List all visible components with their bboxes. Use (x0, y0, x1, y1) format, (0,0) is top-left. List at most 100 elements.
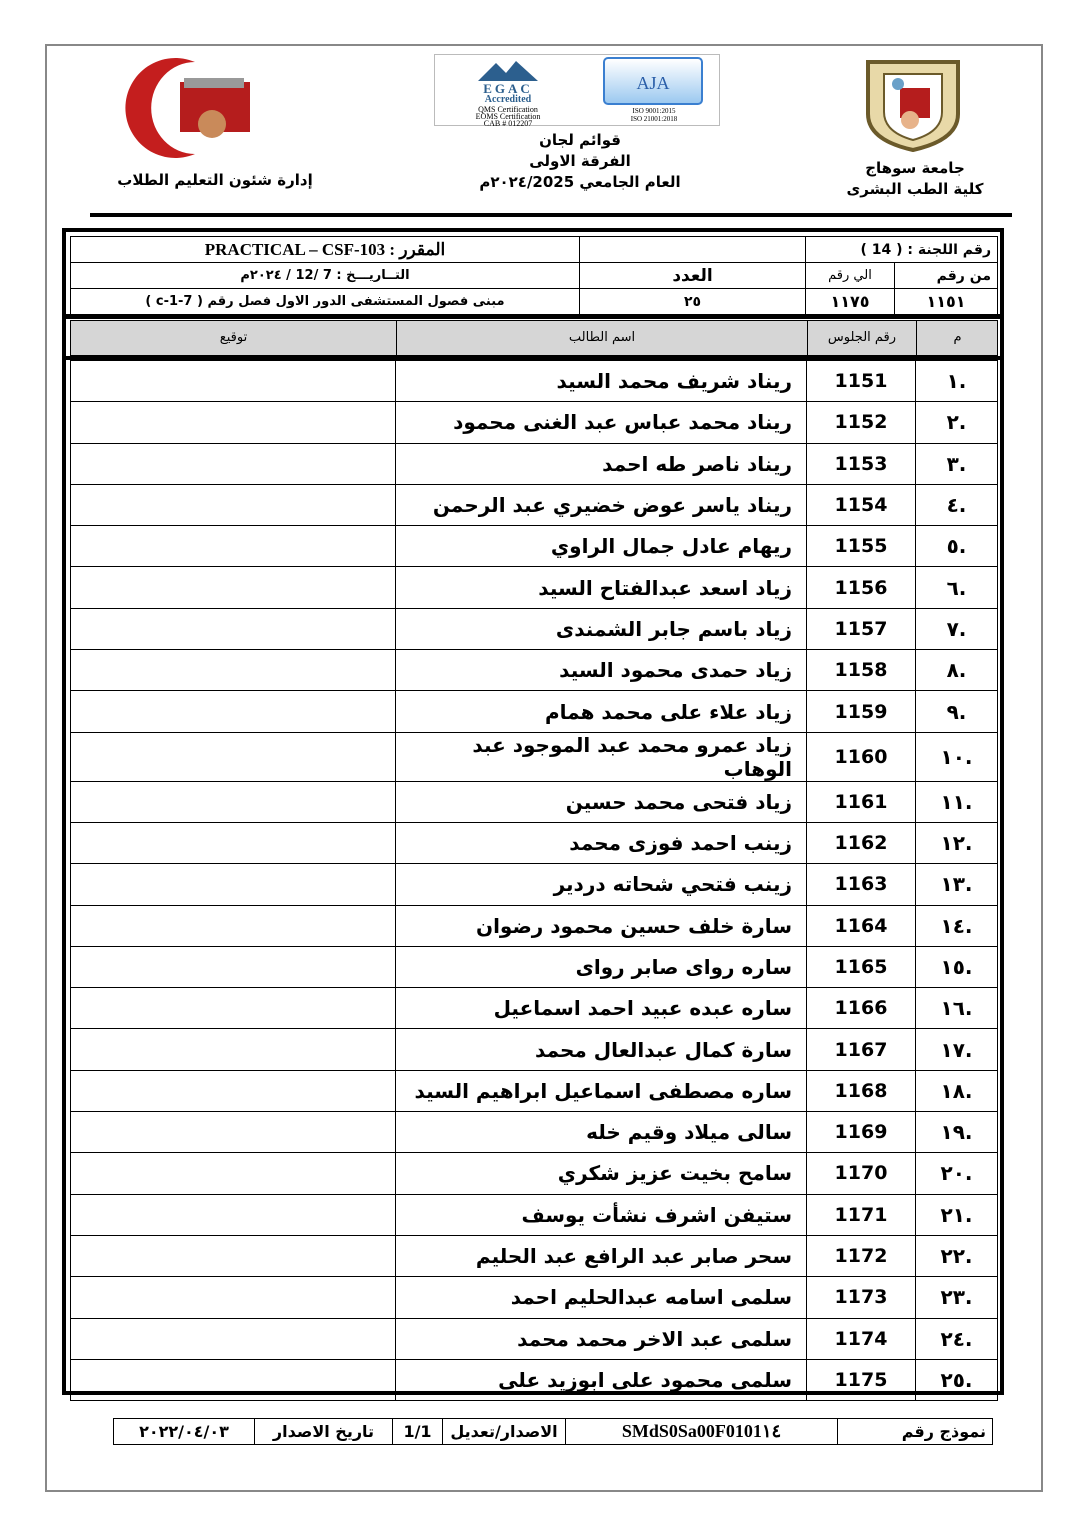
title-line-1: قوائم لجان (539, 131, 621, 149)
seat-number: 1159 (806, 690, 916, 733)
divider (66, 314, 1000, 319)
table-row: .١١ 1161 زياد فتحى محمد حسين (70, 780, 998, 823)
student-count: ٢٥ (579, 288, 806, 315)
signature-cell[interactable] (70, 863, 396, 906)
signature-cell[interactable] (70, 731, 396, 782)
student-name: ستيفن اشرف نشأت يوسف (395, 1193, 807, 1236)
seat-number: 1175 (806, 1358, 916, 1402)
signature-cell[interactable] (70, 1152, 396, 1195)
student-name: زياد باسم جابر الشمندى (395, 607, 807, 651)
column-signature: توقيع (219, 330, 248, 345)
student-name: زياد اسعد عبدالفتاح السيد (395, 566, 807, 609)
table-row: .١٨ 1168 ساره مصطفى اسماعيل ابراهيم السيد (70, 1069, 998, 1113)
seat-number: 1163 (806, 863, 916, 906)
count-label: العدد (579, 262, 806, 289)
student-name: زياد علاء على محمد همام (395, 690, 807, 733)
signature-cell[interactable] (70, 987, 396, 1030)
table-row: .١٣ 1163 زينب فتحي شحاته دردير (70, 863, 998, 906)
table-row: .٢٥ 1175 سلمى محمود على ابوزيد على (70, 1358, 998, 1402)
student-name: زينب فتحي شحاته دردير (395, 863, 807, 906)
university-name: جامعة سوهاج (865, 159, 965, 177)
row-index: .٢٥ (915, 1358, 998, 1402)
seat-number: 1172 (806, 1234, 916, 1278)
signature-cell[interactable] (70, 442, 396, 485)
student-name: سامح بخيت عزيز شكري (395, 1152, 807, 1195)
table-row: .١٦ 1166 ساره عبده عبيد احمد اسماعيل (70, 987, 998, 1030)
table-row: .٢١ 1171 ستيفن اشرف نشأت يوسف (70, 1193, 998, 1236)
from-number: ١١٥١ (894, 288, 998, 315)
seat-number: 1165 (806, 945, 916, 989)
version: 1/1 (392, 1418, 443, 1445)
seat-number: 1155 (806, 525, 916, 568)
row-index: .٢٣ (915, 1276, 998, 1319)
seat-number: 1169 (806, 1111, 916, 1154)
signature-cell[interactable] (70, 649, 396, 692)
row-index: .٣ (915, 442, 998, 485)
student-name: ريناد شريف محمد السيد (395, 359, 807, 403)
row-index: .٧ (915, 607, 998, 651)
signature-cell[interactable] (70, 1276, 396, 1319)
seat-number: 1174 (806, 1317, 916, 1360)
signature-cell[interactable] (70, 1358, 396, 1402)
seat-number: 1170 (806, 1152, 916, 1195)
signature-cell[interactable] (70, 401, 396, 444)
row-index: .١٢ (915, 821, 998, 865)
signature-cell[interactable] (70, 821, 396, 865)
signature-cell[interactable] (70, 525, 396, 568)
title-line-2: الفرقة الاولى (529, 152, 631, 170)
version-label: الاصدار/تعديل (442, 1418, 566, 1445)
table-row: .٢ 1152 ريناد محمد عباس عبد الغنى محمود (70, 401, 998, 444)
table-row: .٢٣ 1173 سلمى اسامه عبدالحليم احمد (70, 1276, 998, 1319)
header-divider (90, 213, 1012, 217)
table-row: .٨ 1158 زياد حمدى محمود السيد (70, 649, 998, 692)
student-name: ساره مصطفى اسماعيل ابراهيم السيد (395, 1069, 807, 1113)
student-name: ريناد ناصر طه احمد (395, 442, 807, 485)
form-number-label: نموذج رقم (837, 1418, 993, 1445)
to-label: الي رقم (805, 262, 895, 289)
table-row: .١٥ 1165 ساره رواى صابر رواى (70, 945, 998, 989)
egac-logo: EGAC Accredited QMS Certification EOMS C… (443, 59, 573, 128)
table-row: .١ 1151 ريناد شريف محمد السيد (70, 359, 998, 403)
row-index: .١٨ (915, 1069, 998, 1113)
signature-cell[interactable] (70, 780, 396, 823)
signature-cell[interactable] (70, 1193, 396, 1236)
column-index: م (916, 321, 998, 355)
signature-cell[interactable] (70, 945, 396, 989)
seat-number: 1153 (806, 442, 916, 485)
signature-cell[interactable] (70, 483, 396, 527)
table-row: .٣ 1153 ريناد ناصر طه احمد (70, 442, 998, 485)
table-row: .٢٠ 1170 سامح بخيت عزيز شكري (70, 1152, 998, 1195)
seat-number: 1167 (806, 1028, 916, 1071)
committee-number: رقم اللجنة : ( 14 ) (805, 236, 998, 263)
student-name: سالى ميلاد وقيم خله (395, 1111, 807, 1154)
table-row: .١٠ 1160 زياد عمرو محمد عبد الموجود عبد ال… (70, 731, 998, 782)
signature-cell[interactable] (70, 566, 396, 609)
student-name: سلمى عبد الاخر محمد محمد (395, 1317, 807, 1360)
issue-date-label: تاريخ الاصدار (254, 1418, 393, 1445)
form-footer: نموذج رقم SMdS0Sa00F0101١٤ الاصدار/تعديل… (113, 1418, 993, 1445)
student-name: ساره عبده عبيد احمد اسماعيل (395, 987, 807, 1030)
row-index: .١ (915, 359, 998, 403)
student-name: سحر صابر عبد الرافع عبد الحليم (395, 1234, 807, 1278)
row-index: .١٤ (915, 904, 998, 947)
row-index: .٢٠ (915, 1152, 998, 1195)
exam-location: مبنى فصول المستشفى الدور الاول فصل رقم (… (70, 288, 580, 315)
row-index: .٨ (915, 649, 998, 692)
table-row: .٤ 1154 ريناد ياسر عوض خضيري عبد الرحمن (70, 483, 998, 527)
student-name: زينب احمد فوزى محمد (395, 821, 807, 865)
certification-logos: EGAC Accredited QMS Certification EOMS C… (434, 54, 720, 128)
signature-cell[interactable] (70, 1317, 396, 1360)
signature-cell[interactable] (70, 607, 396, 651)
row-index: .١٠ (915, 731, 998, 782)
signature-cell[interactable] (70, 1111, 396, 1154)
department-name: إدارة شئون التعليم الطلاب (117, 171, 313, 189)
student-list: .١ 1151 ريناد شريف محمد السيد .٢ 1152 ريناد م… (70, 359, 998, 1402)
signature-cell[interactable] (70, 1028, 396, 1071)
signature-cell[interactable] (70, 359, 396, 403)
signature-cell[interactable] (70, 1069, 396, 1113)
signature-cell[interactable] (70, 690, 396, 733)
from-label: من رقم (894, 262, 998, 289)
to-number: ١١٧٥ (805, 288, 895, 315)
signature-cell[interactable] (70, 1234, 396, 1278)
signature-cell[interactable] (70, 904, 396, 947)
